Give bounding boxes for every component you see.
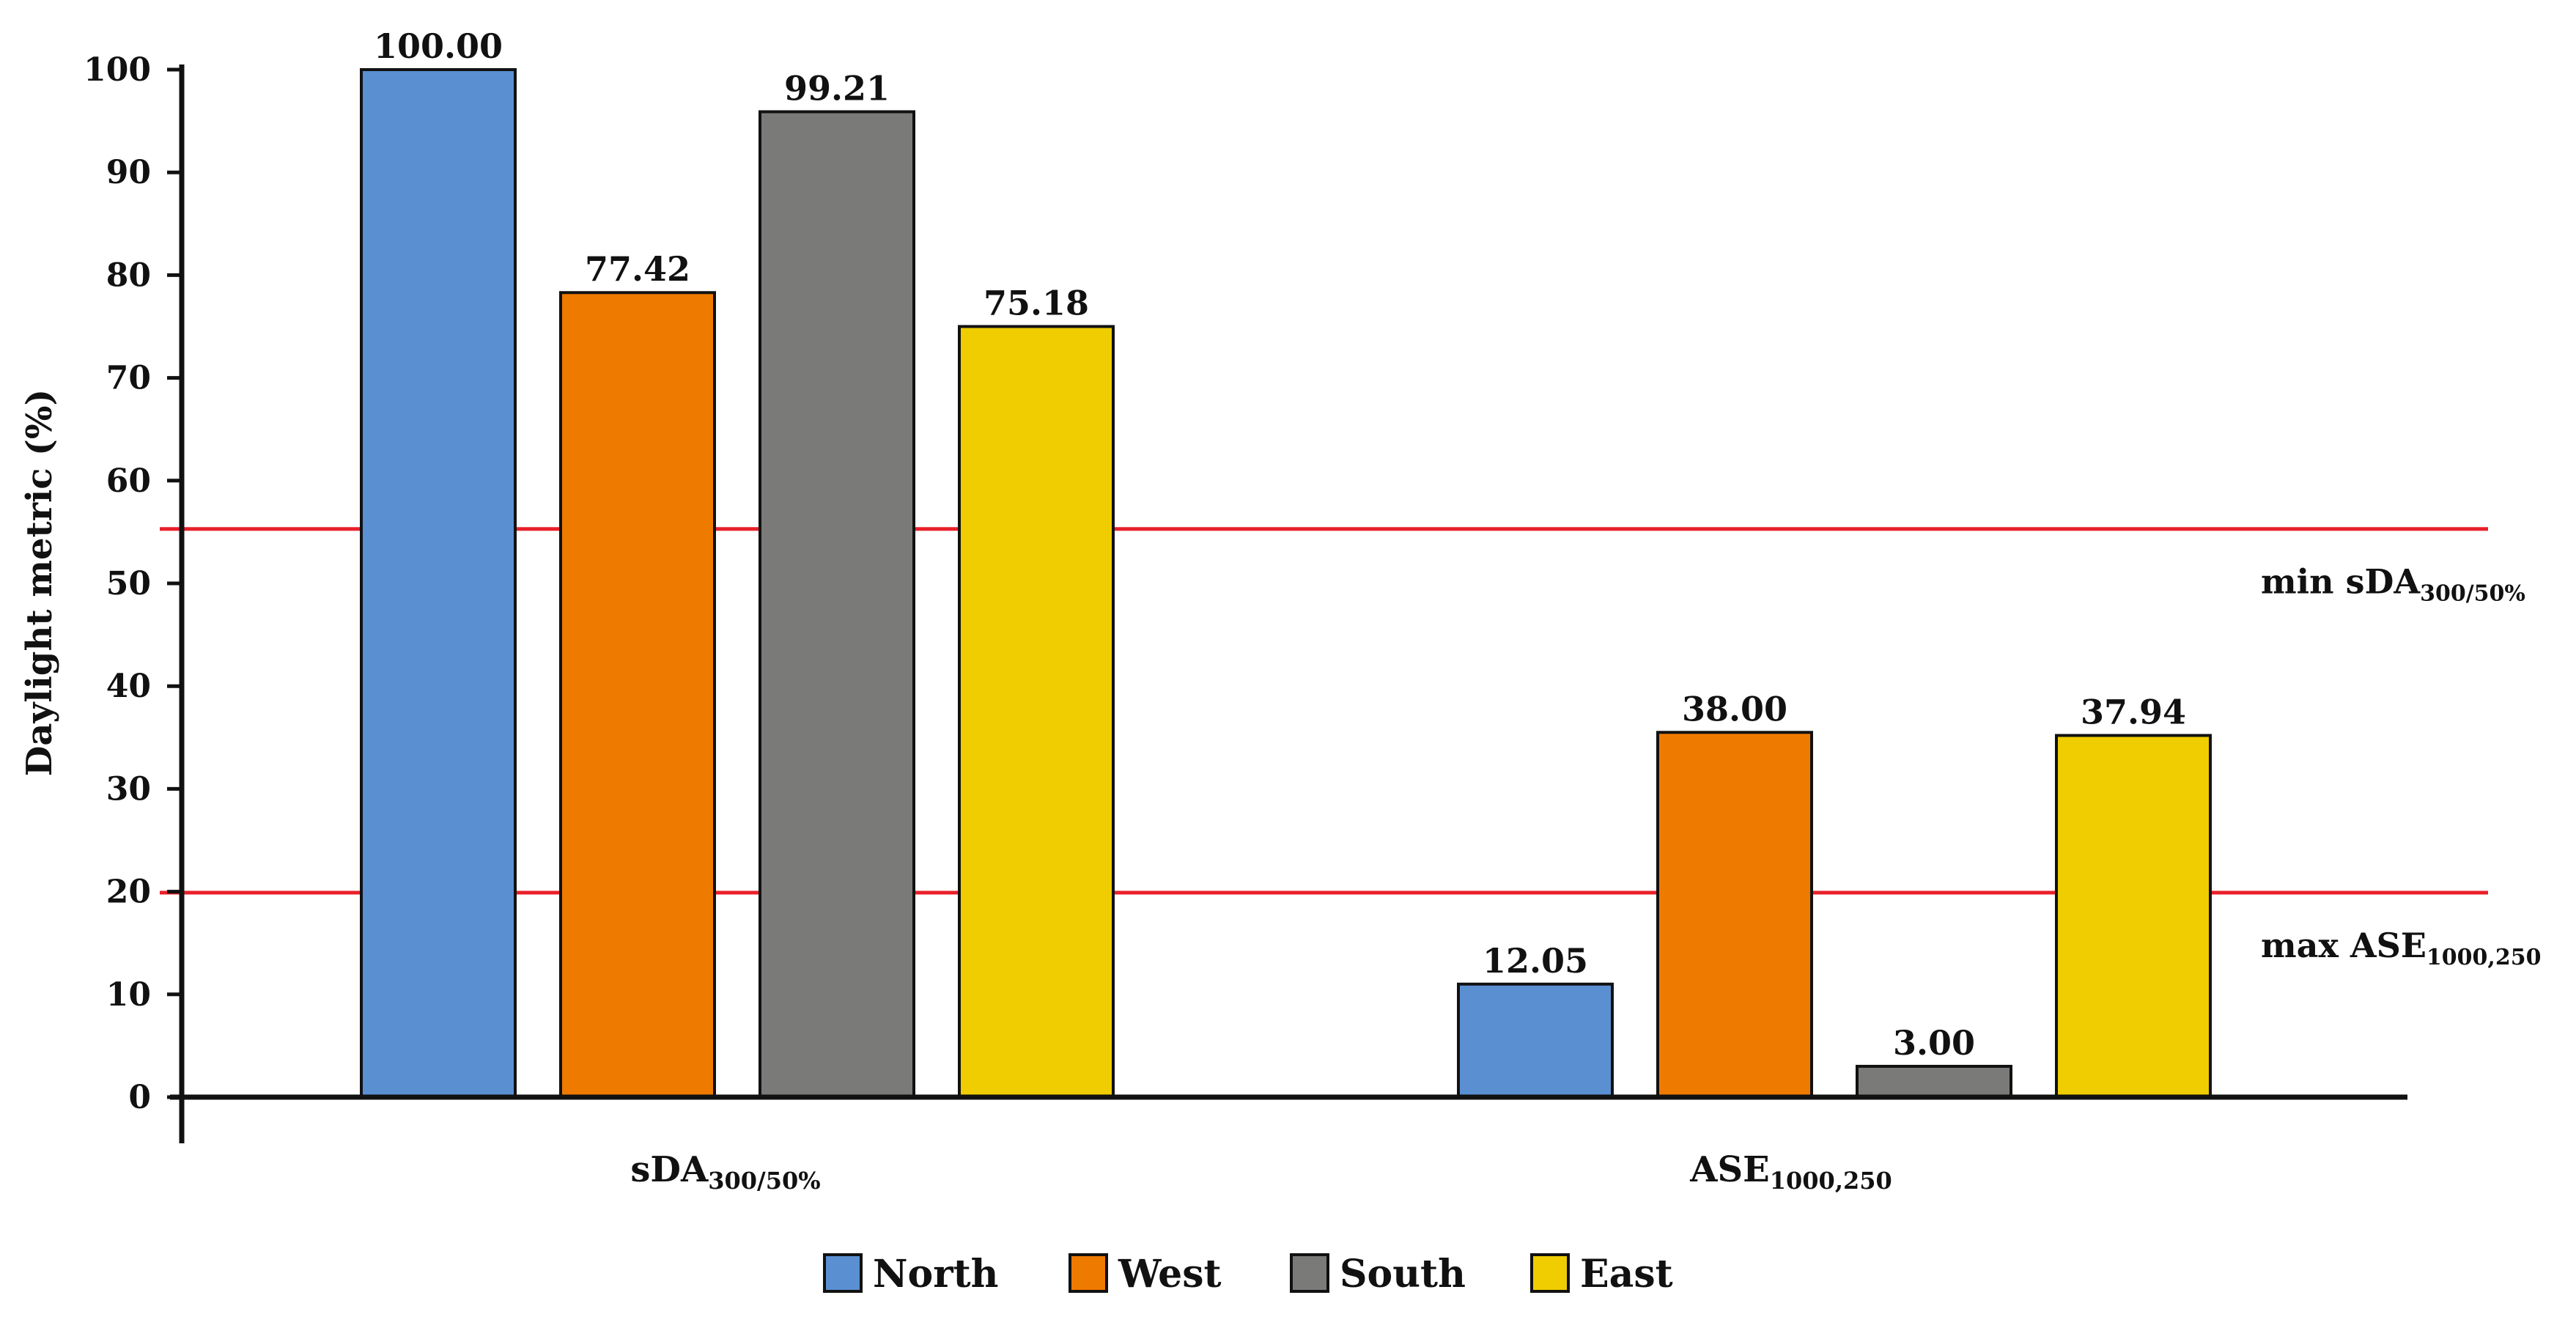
legend-label-west: West: [1118, 1252, 1222, 1296]
y-tick-label-80: 80: [106, 257, 151, 294]
data-label-west-1: 38.00: [1682, 689, 1787, 728]
y-tick-label-30: 30: [106, 770, 151, 808]
category-label-1: ASE1000,250: [1689, 1149, 1892, 1195]
legend-swatch-south: [1290, 1253, 1329, 1293]
legend-swatch-west: [1069, 1253, 1108, 1293]
bar-west-0: [559, 291, 716, 1099]
data-label-east-0: 75.18: [983, 284, 1089, 323]
legend-label-east: East: [1580, 1252, 1673, 1296]
y-tick-label-90: 90: [106, 154, 151, 191]
reference-line-label-1: max ASE1000,250: [2261, 926, 2541, 970]
data-label-south-0: 99.21: [784, 68, 890, 108]
bar-north-0: [360, 68, 517, 1099]
y-tick-label-50: 50: [106, 565, 151, 602]
data-label-north-1: 12.05: [1483, 941, 1588, 981]
legend: North West South East: [823, 1252, 1673, 1296]
y-tick-label-70: 70: [106, 360, 151, 397]
legend-label-north: North: [873, 1252, 998, 1296]
bar-east-0: [958, 325, 1115, 1099]
y-axis-title: Daylight metric (%): [19, 389, 60, 776]
category-label-0: sDA300/50%: [630, 1149, 820, 1195]
data-label-south-1: 3.00: [1893, 1023, 1975, 1063]
y-tick-label-60: 60: [106, 462, 151, 500]
labels-layer: 100.00 12.05 77.42 38.00 99.21 3.00 75.18 37.94…: [19, 26, 2541, 1195]
bar-south-0: [759, 110, 915, 1099]
y-tick-label-10: 10: [106, 976, 151, 1014]
bars-layer: [360, 68, 2212, 1099]
data-label-west-0: 77.42: [585, 249, 690, 289]
reference-line-label-0: min sDA300/50%: [2261, 562, 2525, 607]
legend-label-south: South: [1340, 1252, 1466, 1296]
bar-north-1: [1457, 982, 1614, 1099]
axes-layer: [167, 64, 2407, 1143]
data-label-east-1: 37.94: [2081, 692, 2186, 731]
y-tick-label-40: 40: [106, 668, 151, 705]
y-tick-label-20: 20: [106, 874, 151, 911]
bar-south-1: [1856, 1064, 2012, 1099]
legend-swatch-east: [1530, 1253, 1570, 1293]
bar-west-1: [1656, 731, 1813, 1099]
legend-swatch-north: [823, 1253, 863, 1293]
data-label-north-0: 100.00: [374, 26, 503, 66]
bar-east-1: [2055, 734, 2212, 1099]
y-tick-label-100: 100: [84, 51, 151, 89]
y-tick-label-0: 0: [128, 1079, 151, 1116]
